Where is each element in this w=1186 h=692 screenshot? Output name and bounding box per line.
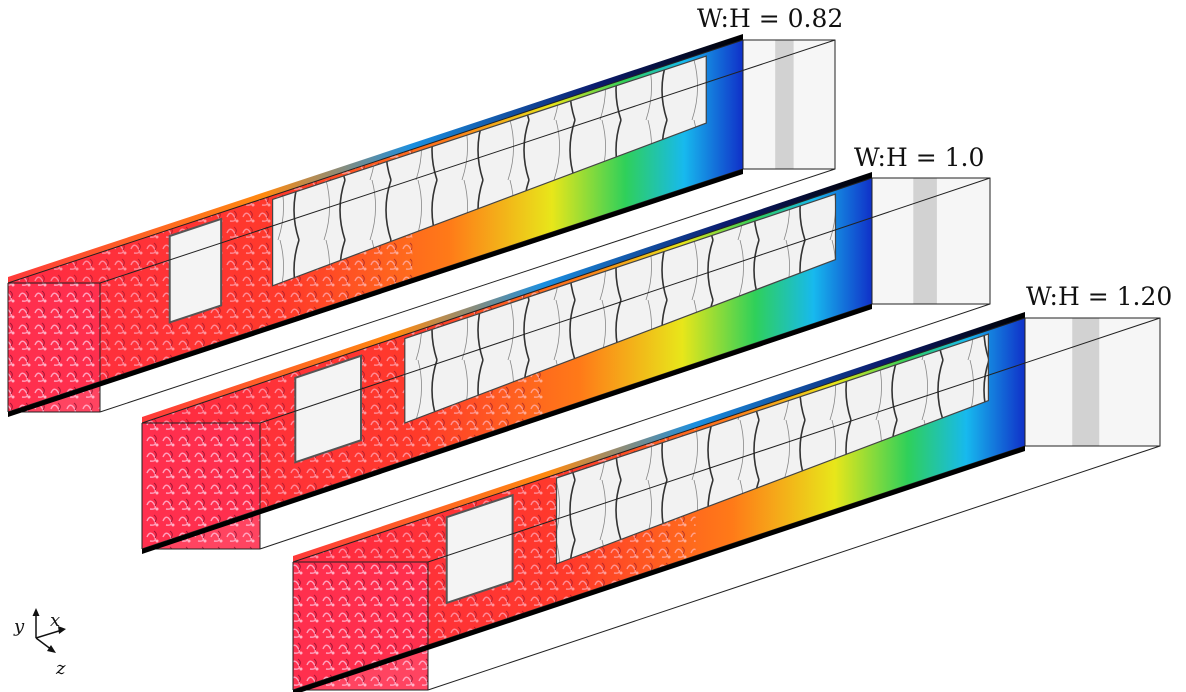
axis-y-label: y [13,616,25,637]
inlet-vortex-texture [8,283,100,412]
duct-panel-2 [141,172,991,554]
outlet-density-streak [775,40,794,169]
axis-x-label: x [50,610,60,631]
duct-floor-shadow [293,446,1025,692]
axis-z-label: z [55,658,66,679]
duct-floor-shadow [142,304,872,554]
upper-shear-layer [293,312,1025,562]
mixing-window [445,493,514,605]
duct-floor-shadow [8,169,743,417]
shock-train-slice [272,55,707,287]
duct-edge [141,177,873,424]
duct-edge [99,168,836,413]
duct-panel-3 [292,312,1161,692]
shock-train-slice [404,193,837,424]
duct-edge [99,39,836,284]
panel-label-wh-120: W:H = 1.20 [1026,282,1173,311]
upper-shear-layer [142,172,872,423]
mixing-window [294,354,362,464]
mixing-window [168,217,223,324]
shock-train-slice [555,333,990,565]
duct-edge [292,317,1026,563]
panel-label-wh-082: W:H = 0.82 [697,4,844,33]
duct-edge [7,39,744,284]
upper-shear-layer [8,34,743,283]
duct-edge [259,303,991,550]
axes-indicator: y x z [13,608,66,679]
outlet-density-streak [1072,318,1100,446]
outlet-density-streak [913,178,937,304]
duct-edge [427,445,1161,691]
inlet-vortex-texture [142,423,260,549]
duct-panel-1 [7,34,836,417]
panel-label-wh-100: W:H = 1.0 [854,143,985,172]
duct-edge [259,177,991,424]
duct-edge [427,317,1161,563]
